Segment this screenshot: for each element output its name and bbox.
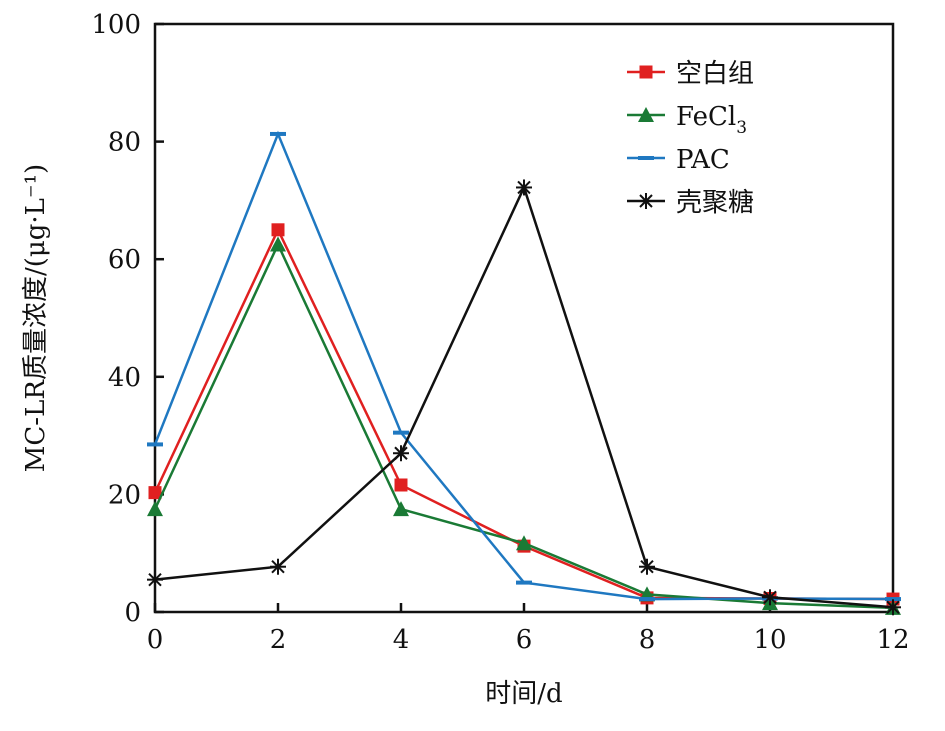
y-tick-label: 20 bbox=[108, 480, 141, 510]
plot-frame bbox=[153, 22, 895, 614]
legend-item: 壳聚糖 bbox=[627, 188, 754, 218]
legend-label: FeCl3 bbox=[676, 102, 747, 138]
star-stroke bbox=[148, 572, 162, 587]
star-marker bbox=[885, 599, 901, 616]
triangle-marker bbox=[147, 501, 163, 517]
subscript: 3 bbox=[736, 118, 747, 138]
x-tick-label: 10 bbox=[753, 625, 786, 655]
star-stroke bbox=[394, 446, 408, 460]
star-stroke bbox=[517, 180, 531, 195]
legend-item: PAC bbox=[627, 145, 730, 175]
star-marker bbox=[638, 193, 654, 209]
star-stroke bbox=[639, 194, 653, 208]
star-marker bbox=[762, 589, 778, 606]
square-marker bbox=[394, 478, 408, 492]
y-tick-label: 0 bbox=[124, 598, 141, 628]
legend-label: 壳聚糖 bbox=[676, 188, 754, 218]
y-tick-label: 60 bbox=[108, 245, 141, 275]
star-stroke bbox=[886, 600, 900, 615]
x-tick-label: 8 bbox=[639, 625, 656, 655]
star-marker bbox=[639, 558, 655, 575]
x-tick-label: 0 bbox=[147, 625, 164, 655]
legend-label: 空白组 bbox=[676, 59, 754, 89]
star-stroke bbox=[763, 590, 777, 605]
star-stroke bbox=[640, 560, 654, 574]
series-line bbox=[153, 130, 894, 601]
series-3 bbox=[147, 179, 901, 616]
x-tick-label: 4 bbox=[393, 625, 410, 655]
x-tick-label: 12 bbox=[876, 625, 909, 655]
square-marker bbox=[148, 486, 162, 500]
x-tick-label: 2 bbox=[270, 625, 287, 655]
series-line bbox=[153, 241, 894, 610]
star-marker bbox=[147, 571, 163, 588]
y-tick-label: 100 bbox=[91, 10, 141, 40]
star-marker bbox=[270, 558, 286, 575]
y-tick-label: 80 bbox=[108, 128, 141, 158]
star-stroke bbox=[271, 560, 285, 574]
series-2 bbox=[147, 130, 901, 602]
legend-label: PAC bbox=[676, 145, 730, 175]
y-axis-label: MC-LR质量浓度/(μg·L⁻¹) bbox=[21, 164, 51, 472]
y-tick-label: 40 bbox=[108, 363, 141, 393]
triangle-marker bbox=[393, 501, 409, 517]
square-marker bbox=[271, 223, 285, 237]
x-tick-label: 6 bbox=[516, 625, 533, 655]
triangle-marker bbox=[516, 535, 532, 551]
triangle-marker bbox=[270, 236, 286, 252]
star-marker bbox=[516, 179, 532, 196]
legend-item: FeCl3 bbox=[627, 102, 747, 138]
star-marker bbox=[393, 445, 409, 462]
square-marker bbox=[639, 65, 653, 79]
x-axis-label: 时间/d bbox=[485, 679, 562, 709]
series-1 bbox=[147, 236, 901, 615]
legend-item: 空白组 bbox=[627, 59, 754, 89]
triangle-marker bbox=[638, 107, 654, 122]
